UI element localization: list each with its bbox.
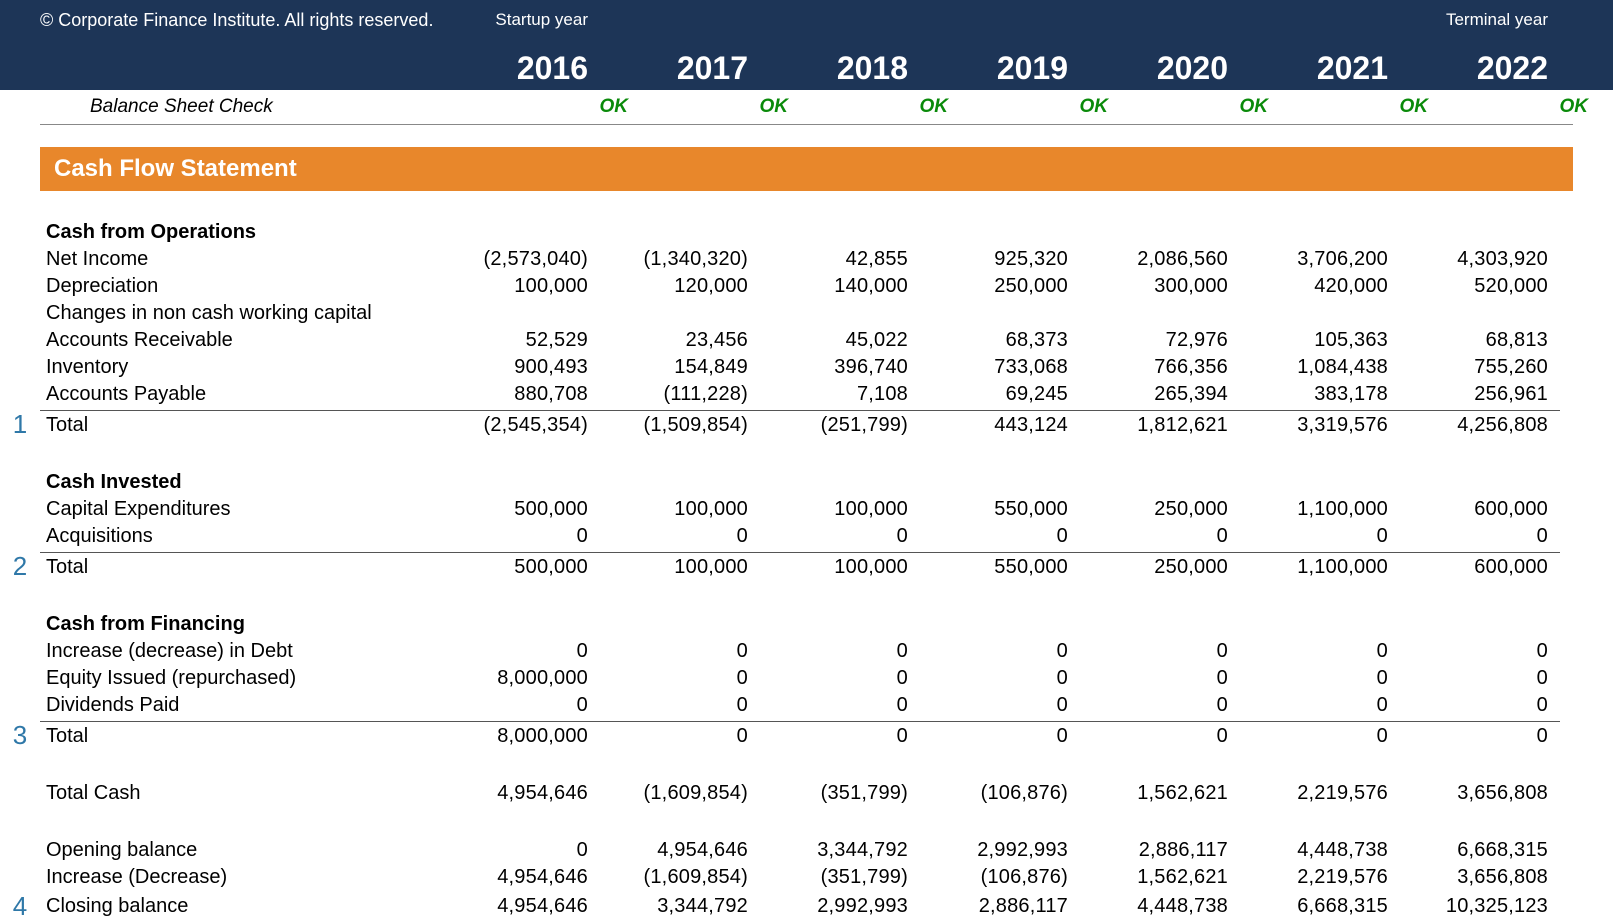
net-income-2022: 4,303,920 [1400,248,1560,271]
startup-year-label: Startup year [495,8,600,30]
terminal-year-label: Terminal year [1446,8,1560,30]
dividends-label: Dividends Paid [40,694,440,717]
check-2022: OK [1440,96,1600,118]
marker-2: 2 [0,553,40,579]
header-bar: © Corporate Finance Institute. All right… [0,0,1613,90]
ops-heading: Cash from Operations [40,221,440,244]
check-2018: OK [800,96,960,118]
year-2020: 2020 [1080,30,1240,84]
changes-nwc-label: Changes in non cash working capital [40,302,440,325]
check-2021: OK [1280,96,1440,118]
acq-row: Acquisitions 0 0 0 0 0 0 0 [0,523,1613,550]
depreciation-row: Depreciation 100,000 120,000 140,000 250… [0,273,1613,300]
check-2019: OK [960,96,1120,118]
debt-row: Increase (decrease) in Debt 0 0 0 0 0 0 … [0,638,1613,665]
cash-flow-statement: © Corporate Finance Institute. All right… [0,0,1613,921]
marker-1: 1 [0,411,40,437]
ops-heading-row: Cash from Operations [0,219,1613,246]
inv-heading: Cash Invested [40,471,440,494]
equity-row: Equity Issued (repurchased) 8,000,000 0 … [0,665,1613,692]
fin-total-label: Total [40,721,440,748]
ops-total-row: 1 Total (2,545,354) (1,509,854) (251,799… [0,408,1613,439]
year-2021: 2021 [1240,30,1400,84]
check-2020: OK [1120,96,1280,118]
changes-nwc-row: Changes in non cash working capital [0,300,1613,327]
net-income-2017: (1,340,320) [600,248,760,271]
year-2016: 2016 [440,30,600,84]
depreciation-label: Depreciation [40,275,440,298]
total-cash-row: Total Cash 4,954,646 (1,609,854) (351,79… [0,780,1613,807]
ops-total-label: Total [40,410,440,437]
incdec-label: Increase (Decrease) [40,866,440,889]
dividends-row: Dividends Paid 0 0 0 0 0 0 0 [0,692,1613,719]
year-2019: 2019 [920,30,1080,84]
section-title: Cash Flow Statement [40,147,1573,191]
fin-heading-row: Cash from Financing [0,611,1613,638]
inventory-label: Inventory [40,356,440,379]
debt-label: Increase (decrease) in Debt [40,640,440,663]
net-income-2018: 42,855 [760,248,920,271]
total-cash-label: Total Cash [40,782,440,805]
inv-total-label: Total [40,552,440,579]
copyright-text: © Corporate Finance Institute. All right… [40,8,440,31]
ar-row: Accounts Receivable 52,529 23,456 45,022… [0,327,1613,354]
ar-label: Accounts Receivable [40,329,440,352]
year-2022: 2022 [1400,30,1560,84]
net-income-2016: (2,573,040) [440,248,600,271]
closing-label: Closing balance [40,895,440,918]
year-2017: 2017 [600,30,760,84]
capex-row: Capital Expenditures 500,000 100,000 100… [0,496,1613,523]
inv-heading-row: Cash Invested [0,469,1613,496]
check-2016: OK [480,96,640,118]
fin-heading: Cash from Financing [40,613,440,636]
marker-3: 3 [0,722,40,748]
opening-row: Opening balance 0 4,954,646 3,344,792 2,… [0,837,1613,864]
opening-label: Opening balance [40,839,440,862]
net-income-2020: 2,086,560 [1080,248,1240,271]
net-income-2019: 925,320 [920,248,1080,271]
equity-label: Equity Issued (repurchased) [40,667,440,690]
net-income-2021: 3,706,200 [1240,248,1400,271]
closing-row: 4 Closing balance 4,954,646 3,344,792 2,… [0,891,1613,921]
check-2017: OK [640,96,800,118]
year-2018: 2018 [760,30,920,84]
fin-total-row: 3 Total 8,000,000 0 0 0 0 0 0 [0,719,1613,750]
ap-row: Accounts Payable 880,708 (111,228) 7,108… [0,381,1613,408]
net-income-row: Net Income (2,573,040) (1,340,320) 42,85… [0,246,1613,273]
ap-label: Accounts Payable [40,383,440,406]
inv-total-row: 2 Total 500,000 100,000 100,000 550,000 … [0,550,1613,581]
balance-sheet-check-row: Balance Sheet Check OK OK OK OK OK OK OK [40,90,1573,125]
capex-label: Capital Expenditures [40,498,440,521]
balance-sheet-check-label: Balance Sheet Check [80,96,480,118]
marker-4: 4 [0,893,40,919]
incdec-row: Increase (Decrease) 4,954,646 (1,609,854… [0,864,1613,891]
inventory-row: Inventory 900,493 154,849 396,740 733,06… [0,354,1613,381]
acq-label: Acquisitions [40,525,440,548]
net-income-label: Net Income [40,248,440,271]
